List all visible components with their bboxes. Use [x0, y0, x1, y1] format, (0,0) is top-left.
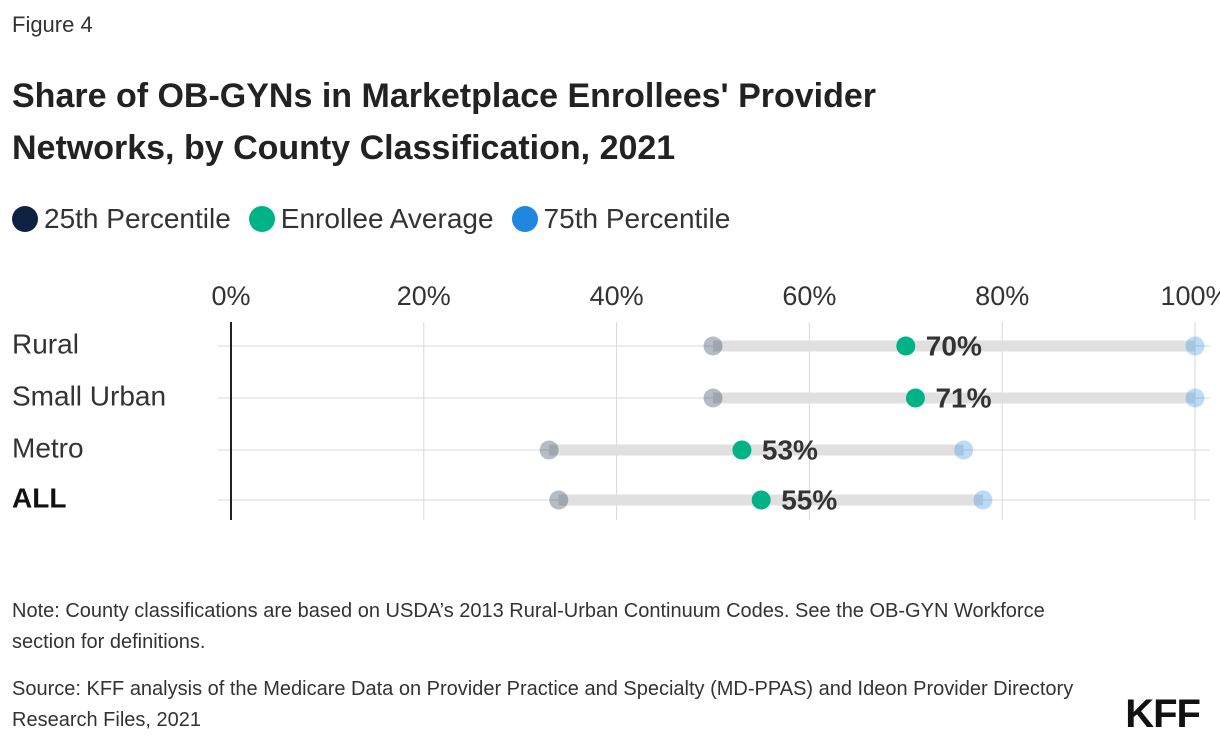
x-tick-label: 80% [975, 281, 1029, 311]
x-tick-label: 100% [1160, 281, 1220, 311]
legend-swatch [12, 206, 38, 232]
legend: 25th Percentile Enrollee Average 75th Perc… [12, 203, 730, 235]
dot [703, 336, 723, 356]
dot [905, 388, 925, 408]
logo: KFF [1125, 692, 1201, 736]
x-tick-label: 60% [782, 281, 836, 311]
dot [703, 388, 723, 408]
data-label: 53% [762, 434, 818, 465]
dot [1185, 388, 1205, 408]
x-tick-label: 40% [590, 281, 644, 311]
y-tick-label: Rural [12, 328, 79, 359]
y-tick-label: Small Urban [12, 380, 166, 411]
legend-item: Enrollee Average [248, 203, 494, 235]
legend-label: Enrollee Average [280, 203, 494, 234]
chart-title: Share of OB-GYNs in Marketplace Enrollee… [12, 77, 877, 167]
x-tick-label: 20% [397, 281, 451, 311]
y-tick-label: Metro [12, 432, 84, 463]
data-label: 55% [781, 484, 837, 515]
data-label: 71% [935, 382, 991, 413]
x-tick-label: 0% [211, 281, 250, 311]
y-tick-label: ALL [12, 482, 66, 513]
chart: 0% 20% 40% 60% 80% 100% Rural 70% Small Urban 71%… [12, 281, 1220, 520]
dot [973, 490, 993, 510]
source: Source: KFF analysis of the Medicare Dat… [12, 678, 1074, 731]
legend-swatch [248, 206, 275, 232]
legend-item: 75th Percentile [511, 203, 731, 235]
legend-swatch [511, 206, 538, 232]
note: Note: County classifications are based o… [12, 600, 1045, 653]
legend-label: 25th Percentile [44, 203, 231, 234]
dot [954, 440, 974, 460]
data-label: 70% [926, 330, 982, 361]
dot [896, 336, 916, 356]
dot [1185, 336, 1205, 356]
dot [732, 440, 752, 460]
dot [549, 490, 569, 510]
dot [539, 440, 559, 460]
legend-item: 25th Percentile [12, 203, 231, 235]
dot [751, 490, 771, 510]
figure-label: Figure 4 [12, 12, 93, 37]
legend-label: 75th Percentile [543, 203, 731, 234]
